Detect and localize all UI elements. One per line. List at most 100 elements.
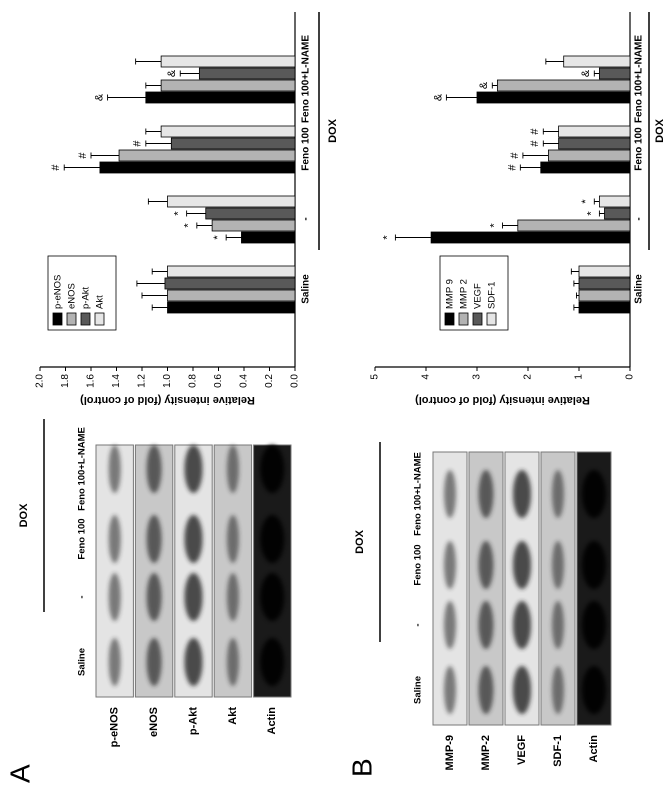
bar bbox=[170, 137, 296, 150]
y-tick-label: 4 bbox=[421, 374, 432, 380]
error-bar bbox=[542, 128, 559, 135]
blot-band bbox=[260, 638, 285, 686]
error-bar bbox=[502, 222, 518, 229]
bar bbox=[578, 265, 631, 278]
error-bar bbox=[519, 164, 541, 171]
bar bbox=[599, 67, 631, 80]
legend-label: MMP 9 bbox=[445, 279, 456, 309]
blot-column-label: Saline bbox=[413, 676, 424, 704]
significance-mark: & bbox=[432, 93, 444, 101]
blot-column-label: - bbox=[77, 595, 88, 598]
blot-band bbox=[513, 470, 531, 518]
bar bbox=[599, 195, 631, 208]
y-tick-label: 2 bbox=[523, 374, 534, 380]
blot-column-label: Feno 100+L-NAME bbox=[413, 452, 424, 536]
bar bbox=[167, 265, 296, 278]
x-tick-label: - bbox=[634, 217, 645, 220]
error-bar bbox=[151, 304, 168, 311]
blot-band bbox=[260, 573, 285, 621]
blot-band bbox=[184, 445, 203, 493]
blot-band bbox=[513, 541, 531, 589]
legend-label: VEGF bbox=[473, 283, 484, 309]
y-tick-label: 1.2 bbox=[137, 374, 148, 388]
error-bar bbox=[107, 94, 146, 101]
group-label: DOX bbox=[654, 118, 666, 143]
blot-band bbox=[513, 601, 531, 649]
blot-column-label: - bbox=[413, 623, 424, 626]
x-tick-label: Feno 100+L-NAME bbox=[301, 35, 312, 123]
blot-band bbox=[552, 541, 564, 589]
blot-column-label: Feno 100 bbox=[77, 518, 88, 559]
blot-row-label: p-eNOS bbox=[109, 707, 121, 747]
blot-row-label: Akt bbox=[227, 707, 239, 725]
legend-label: Akt bbox=[95, 295, 106, 309]
legend-label: p-eNOS bbox=[53, 275, 64, 309]
error-bar bbox=[394, 234, 432, 241]
significance-mark: # bbox=[506, 164, 518, 171]
blot-band bbox=[444, 470, 456, 518]
bar bbox=[160, 79, 296, 92]
bar bbox=[548, 149, 631, 162]
bar bbox=[558, 125, 631, 138]
blot-band bbox=[146, 638, 162, 686]
significance-mark: & bbox=[478, 81, 490, 89]
x-tick-label: Saline bbox=[634, 274, 645, 304]
significance-mark: # bbox=[509, 152, 521, 159]
bar bbox=[476, 91, 631, 104]
error-bar bbox=[522, 152, 549, 159]
error-bar bbox=[136, 280, 165, 287]
error-bar bbox=[225, 234, 242, 241]
error-bar bbox=[570, 268, 579, 275]
blot-column-label: Saline bbox=[77, 648, 88, 676]
legend-swatch bbox=[94, 312, 105, 326]
blot-band bbox=[582, 666, 606, 714]
error-bar bbox=[196, 222, 213, 229]
y-tick-label: 0.4 bbox=[239, 374, 250, 388]
y-tick-label: 0.0 bbox=[290, 374, 301, 388]
bar bbox=[604, 207, 631, 220]
significance-mark: * bbox=[183, 223, 195, 228]
blot-band bbox=[260, 445, 285, 493]
blot-band bbox=[444, 541, 456, 589]
significance-mark: * bbox=[381, 235, 393, 240]
y-tick-label: 0 bbox=[625, 374, 636, 380]
blot-row-label: Actin bbox=[588, 735, 600, 763]
blot-band bbox=[513, 666, 531, 714]
panel-label: B bbox=[346, 758, 377, 777]
blot-row-label: SDF-1 bbox=[552, 735, 564, 767]
error-bar bbox=[593, 198, 600, 205]
blot-row-label: eNOS bbox=[148, 707, 160, 737]
blot-row-label: MMP-9 bbox=[444, 735, 456, 770]
error-bar bbox=[445, 94, 477, 101]
blot-band bbox=[146, 445, 162, 493]
significance-mark: # bbox=[529, 140, 541, 147]
y-axis-title: Relative intensity (fold of control) bbox=[415, 394, 590, 406]
blot-group-label: DOX bbox=[354, 529, 366, 554]
panel-label: A bbox=[4, 764, 35, 783]
blot-band bbox=[184, 638, 203, 686]
bar bbox=[241, 231, 296, 244]
significance-mark: & bbox=[580, 69, 592, 77]
x-tick-label: Saline bbox=[301, 274, 312, 304]
error-bar bbox=[598, 210, 605, 217]
blot-row-label: VEGF bbox=[516, 735, 528, 765]
bar bbox=[211, 219, 296, 232]
y-tick-label: 0.6 bbox=[213, 374, 224, 388]
error-bar bbox=[576, 292, 579, 299]
blot-band bbox=[478, 666, 494, 714]
significance-mark: & bbox=[93, 93, 105, 101]
legend-label: SDF-1 bbox=[487, 282, 498, 309]
blot-band bbox=[108, 445, 121, 493]
blot-band bbox=[146, 515, 162, 563]
blot-row-label: Actin bbox=[266, 707, 278, 735]
legend-box bbox=[439, 255, 509, 331]
error-bar bbox=[147, 198, 168, 205]
blot-band bbox=[552, 470, 564, 518]
bar bbox=[517, 219, 631, 232]
blot-band bbox=[184, 573, 203, 621]
blot-band bbox=[478, 541, 494, 589]
significance-mark: # bbox=[77, 152, 89, 159]
y-tick-label: 1.0 bbox=[162, 374, 173, 388]
bar bbox=[430, 231, 631, 244]
